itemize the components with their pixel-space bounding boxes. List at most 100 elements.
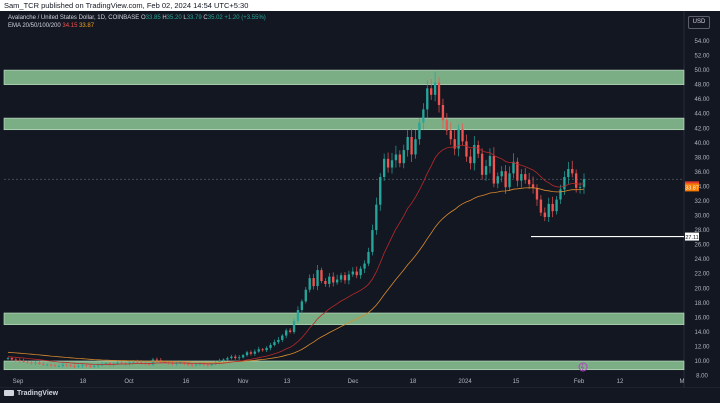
- candle-body: [437, 82, 441, 105]
- x-tick-label: M: [680, 379, 685, 385]
- tradingview-logo[interactable]: TradingView: [4, 390, 58, 397]
- candle-body: [430, 88, 433, 95]
- price-chart[interactable]: 8.00 10.00 12.00 14.00 16.00 18.00 20.00 22.00 2…: [0, 11, 720, 403]
- candle-body: [394, 154, 398, 161]
- candle-body: [218, 361, 221, 363]
- event-marker-bolt-icon: [580, 363, 585, 371]
- candle-body: [414, 139, 417, 155]
- candle-body: [120, 362, 123, 364]
- candle-body: [132, 361, 135, 363]
- x-tick-label: 13: [284, 379, 291, 385]
- candle-body: [140, 362, 143, 364]
- candle-body: [504, 171, 507, 188]
- y-tick-label: 52.00: [694, 54, 710, 60]
- candle-body: [449, 130, 452, 140]
- candle-body: [520, 174, 523, 181]
- ema-price-tag-bg: [685, 183, 699, 192]
- candle-body: [34, 362, 37, 364]
- candle-body: [363, 263, 366, 269]
- ema-20-line: [7, 144, 585, 365]
- candle-body: [473, 145, 476, 164]
- candle-body: [457, 129, 460, 149]
- y-tick-label: 32.00: [694, 199, 710, 205]
- candle-body: [551, 203, 554, 212]
- ohlc-l-label: L: [183, 15, 187, 21]
- candle-body: [89, 366, 92, 367]
- x-tick-label: Nov: [238, 379, 249, 385]
- candle-body: [285, 330, 288, 336]
- y-tick-label: 38.00: [694, 155, 710, 161]
- legend-row-ema: EMA 20/50/100/200 34.15 33.87: [8, 22, 266, 30]
- chart-area[interactable]: 8.00 10.00 12.00 14.00 16.00 18.00 20.00 22.00 2…: [0, 11, 720, 403]
- candle-body: [531, 184, 535, 188]
- candle-body: [304, 289, 307, 302]
- candle-body: [316, 270, 319, 287]
- candle-body: [136, 361, 139, 363]
- x-tick-label: 2024: [458, 379, 472, 385]
- tradingview-logo-text: TradingView: [17, 390, 59, 397]
- candle-body: [73, 366, 76, 367]
- candle-body: [14, 359, 18, 361]
- ema-50-line: [7, 187, 585, 363]
- y-tick-label: 30.00: [694, 214, 710, 220]
- ohlc-o-value: 33.85: [145, 15, 161, 21]
- candle-body: [390, 160, 394, 168]
- candle-body: [547, 203, 550, 217]
- candle-body: [245, 352, 249, 356]
- candle-body: [226, 358, 229, 360]
- candle-body: [379, 177, 382, 205]
- price-axis[interactable]: [684, 11, 720, 403]
- candle-body: [42, 363, 45, 365]
- candle-body: [238, 357, 241, 359]
- candle-body: [300, 301, 304, 311]
- candle-body: [347, 274, 351, 281]
- y-tick-label: 10.00: [694, 359, 710, 365]
- x-tick-label: Dec: [348, 379, 359, 385]
- candle-body: [512, 161, 515, 174]
- candle-body: [433, 82, 437, 95]
- candle-body: [453, 139, 456, 149]
- y-tick-label: 20.00: [694, 286, 710, 292]
- candle-body: [516, 161, 519, 181]
- zone-1: [3, 117, 685, 131]
- y-tick-label: 50.00: [694, 68, 710, 74]
- candle-body: [312, 278, 315, 287]
- candle-body: [484, 166, 488, 175]
- candle-body: [574, 173, 578, 188]
- candle-body: [93, 366, 96, 367]
- y-tick-label: 46.00: [694, 97, 710, 103]
- x-tick-label: 18: [80, 379, 87, 385]
- y-tick-label: 36.00: [694, 170, 710, 176]
- candle-body: [582, 179, 586, 188]
- currency-selector[interactable]: USD: [688, 16, 710, 29]
- candle-body: [261, 349, 264, 351]
- candle-body: [249, 352, 253, 354]
- candle-body: [163, 361, 166, 363]
- candle-body: [26, 361, 29, 363]
- ema-value-2: 33.87: [79, 23, 95, 29]
- event-marker-icon[interactable]: [578, 362, 588, 372]
- candle-body: [492, 155, 496, 184]
- candle-body: [367, 251, 370, 264]
- ohlc-c-label: C: [203, 15, 208, 21]
- candle-body: [543, 212, 546, 217]
- candle-body: [339, 275, 343, 280]
- candle-body: [128, 362, 131, 364]
- candle-body: [265, 347, 268, 351]
- candle-body: [194, 364, 198, 366]
- candle-body: [351, 271, 354, 275]
- zone-2: [3, 312, 685, 325]
- candle-body: [296, 310, 300, 321]
- candle-body: [230, 356, 233, 359]
- candle-body: [202, 363, 206, 365]
- candle-body: [320, 270, 323, 281]
- y-tick-label: 24.00: [694, 257, 710, 263]
- y-tick-label: 22.00: [694, 272, 710, 278]
- candle-body: [241, 355, 245, 358]
- candle-body: [96, 365, 100, 367]
- candle-body: [418, 122, 421, 140]
- x-tick-label: 12: [617, 379, 624, 385]
- candle-body: [6, 358, 10, 359]
- footer-bar: [0, 388, 720, 403]
- candle-body: [332, 276, 335, 283]
